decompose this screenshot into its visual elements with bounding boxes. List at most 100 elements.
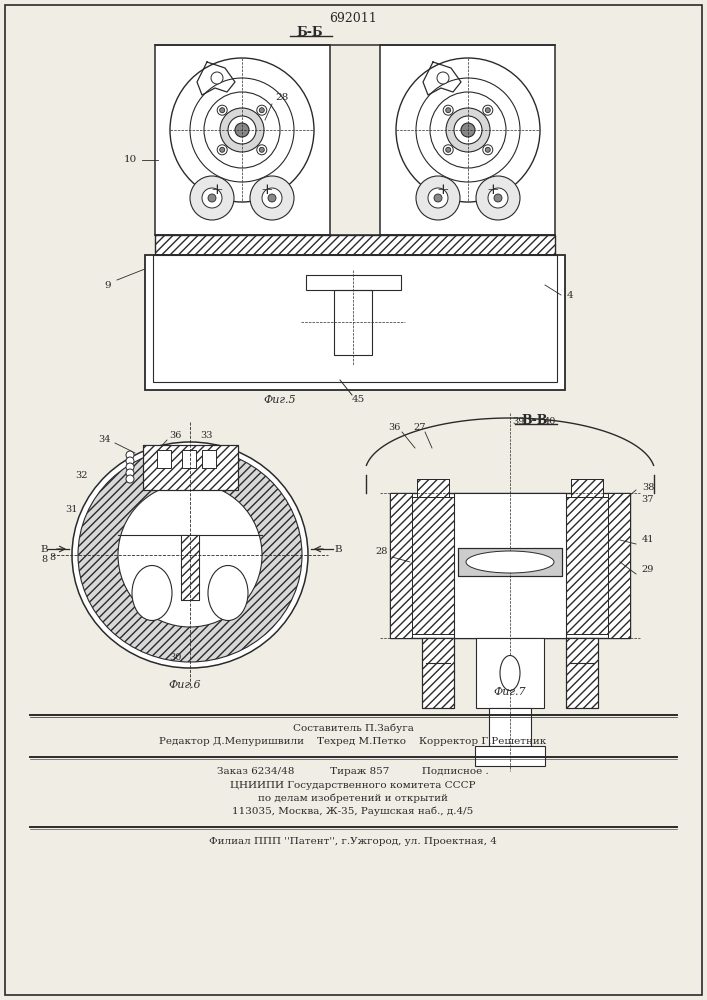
Text: +: + xyxy=(211,183,223,197)
Text: Фиг.7: Фиг.7 xyxy=(493,687,526,697)
Circle shape xyxy=(259,147,264,152)
Circle shape xyxy=(257,145,267,155)
Text: 29: 29 xyxy=(642,566,654,574)
Text: Редактор Д.Мепуришвили    Техред М.Петко    Корректор Г.Решетник: Редактор Д.Мепуришвили Техред М.Петко Ко… xyxy=(159,738,547,746)
Circle shape xyxy=(190,78,294,182)
Circle shape xyxy=(118,483,262,627)
Ellipse shape xyxy=(466,551,554,573)
Bar xyxy=(390,493,412,638)
Text: 8: 8 xyxy=(49,554,55,562)
Ellipse shape xyxy=(500,656,520,690)
Circle shape xyxy=(126,469,134,477)
Text: 113035, Москва, Ж-35, Раушская наб., д.4/5: 113035, Москва, Ж-35, Раушская наб., д.4… xyxy=(233,806,474,816)
Ellipse shape xyxy=(132,566,172,620)
Circle shape xyxy=(445,147,450,152)
Text: Фиг.5: Фиг.5 xyxy=(264,395,296,405)
Bar xyxy=(181,535,199,600)
Circle shape xyxy=(494,194,502,202)
Bar xyxy=(476,638,544,708)
Text: +: + xyxy=(437,183,450,197)
Circle shape xyxy=(126,475,134,483)
Text: Заказ 6234/48           Тираж 857          Подписное .: Заказ 6234/48 Тираж 857 Подписное . xyxy=(217,766,489,776)
Text: B: B xyxy=(40,544,48,554)
Circle shape xyxy=(190,176,234,220)
Circle shape xyxy=(443,145,453,155)
Bar xyxy=(182,450,196,468)
Text: Составитель П.Забуга: Составитель П.Забуга xyxy=(293,723,414,733)
Ellipse shape xyxy=(78,448,302,662)
Bar xyxy=(202,450,216,468)
Circle shape xyxy=(446,108,490,152)
Bar xyxy=(475,746,545,766)
Bar xyxy=(566,638,598,708)
Circle shape xyxy=(396,58,540,202)
Bar xyxy=(566,638,598,708)
Text: 37: 37 xyxy=(642,495,654,504)
Text: Б-Б: Б-Б xyxy=(297,25,323,38)
Text: 36: 36 xyxy=(169,430,181,440)
Text: 28: 28 xyxy=(376,548,388,556)
Circle shape xyxy=(416,176,460,220)
Text: 10: 10 xyxy=(124,155,136,164)
Text: +: + xyxy=(486,183,499,197)
Circle shape xyxy=(257,105,267,115)
Bar xyxy=(306,275,401,290)
Text: 45: 45 xyxy=(351,395,365,404)
Circle shape xyxy=(461,123,475,137)
Bar xyxy=(145,255,565,390)
Bar xyxy=(489,708,531,746)
Text: 31: 31 xyxy=(66,506,78,514)
Circle shape xyxy=(250,176,294,220)
Circle shape xyxy=(488,188,508,208)
Bar xyxy=(417,479,449,497)
Text: 38: 38 xyxy=(642,483,654,491)
Text: 40: 40 xyxy=(544,418,556,426)
Text: ЦНИИПИ Государственного комитета СССР: ЦНИИПИ Государственного комитета СССР xyxy=(230,780,476,790)
Circle shape xyxy=(445,108,450,113)
Bar xyxy=(155,45,330,235)
Circle shape xyxy=(228,116,256,144)
Circle shape xyxy=(220,108,225,113)
Text: 41: 41 xyxy=(642,536,654,544)
Text: 39: 39 xyxy=(512,418,524,426)
Circle shape xyxy=(126,457,134,465)
Circle shape xyxy=(259,108,264,113)
Circle shape xyxy=(202,188,222,208)
Circle shape xyxy=(126,463,134,471)
Text: 8: 8 xyxy=(41,554,47,564)
Ellipse shape xyxy=(208,566,248,620)
Bar xyxy=(143,445,238,490)
Circle shape xyxy=(208,194,216,202)
Text: 27: 27 xyxy=(414,424,426,432)
Circle shape xyxy=(211,72,223,84)
Circle shape xyxy=(220,108,264,152)
Bar xyxy=(422,638,454,708)
Text: 35: 35 xyxy=(182,456,194,464)
Bar xyxy=(422,638,454,708)
Bar xyxy=(571,479,603,497)
Circle shape xyxy=(454,116,482,144)
Circle shape xyxy=(217,105,227,115)
Circle shape xyxy=(483,145,493,155)
Bar xyxy=(454,493,566,638)
Text: 9: 9 xyxy=(105,280,111,290)
Bar xyxy=(380,45,555,235)
Circle shape xyxy=(434,194,442,202)
Bar xyxy=(334,290,372,355)
Bar xyxy=(143,445,238,490)
Bar xyxy=(458,548,562,576)
Text: +: + xyxy=(261,183,274,197)
Circle shape xyxy=(485,108,490,113)
Text: по делам изобретений и открытий: по делам изобретений и открытий xyxy=(258,793,448,803)
Bar xyxy=(566,497,608,634)
Bar xyxy=(153,255,557,382)
Circle shape xyxy=(262,188,282,208)
Circle shape xyxy=(126,451,134,459)
Circle shape xyxy=(428,188,448,208)
Circle shape xyxy=(220,147,225,152)
Circle shape xyxy=(476,176,520,220)
Bar xyxy=(566,497,608,634)
Text: 692011: 692011 xyxy=(329,11,377,24)
Text: 4: 4 xyxy=(567,290,573,300)
Bar xyxy=(181,535,199,600)
